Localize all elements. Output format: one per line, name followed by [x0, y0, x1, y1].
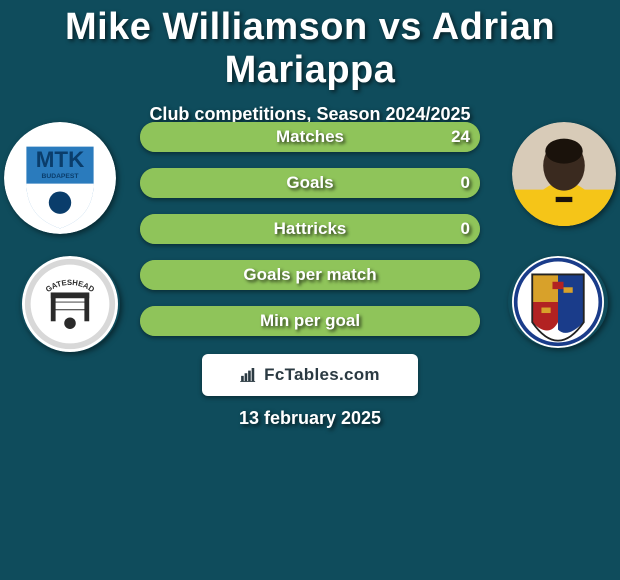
player1-nat-crest: GATESHEAD: [20, 256, 120, 352]
date-label: 13 february 2025: [0, 408, 620, 429]
stat-bar-value-right: 0: [461, 219, 470, 239]
stat-bar: Hattricks 0: [140, 214, 480, 244]
stat-bar: Matches 24: [140, 122, 480, 152]
page-title: Mike Williamson vs Adrian Mariappa: [0, 6, 620, 92]
p1-club-label: MTK: [36, 147, 84, 172]
watermark-text: FcTables.com: [264, 365, 380, 385]
stat-bar-label: Goals per match: [243, 265, 376, 285]
comparison-card: Mike Williamson vs Adrian Mariappa Club …: [0, 0, 620, 580]
stat-bars: Matches 24 Goals 0 Hattricks 0 Goals per match…: [140, 122, 480, 352]
stat-bar: Min per goal: [140, 306, 480, 336]
player2-nat-crest: [508, 256, 608, 348]
player1-club-crest: MTK BUDAPEST: [4, 122, 116, 234]
stat-bar: Goals 0: [140, 168, 480, 198]
stat-bar-label: Min per goal: [260, 311, 360, 331]
stat-bar-value-right: 24: [451, 127, 470, 147]
bar-chart-icon: [240, 368, 258, 382]
stat-bar: Goals per match: [140, 260, 480, 290]
stat-bar-label: Hattricks: [274, 219, 347, 239]
stat-bar-label: Matches: [276, 127, 344, 147]
p1-club-sublabel: BUDAPEST: [42, 173, 80, 180]
watermark-badge: FcTables.com: [202, 354, 418, 396]
stat-bar-label: Goals: [286, 173, 333, 193]
stat-bar-value-right: 0: [461, 173, 470, 193]
player2-photo: [512, 122, 616, 226]
